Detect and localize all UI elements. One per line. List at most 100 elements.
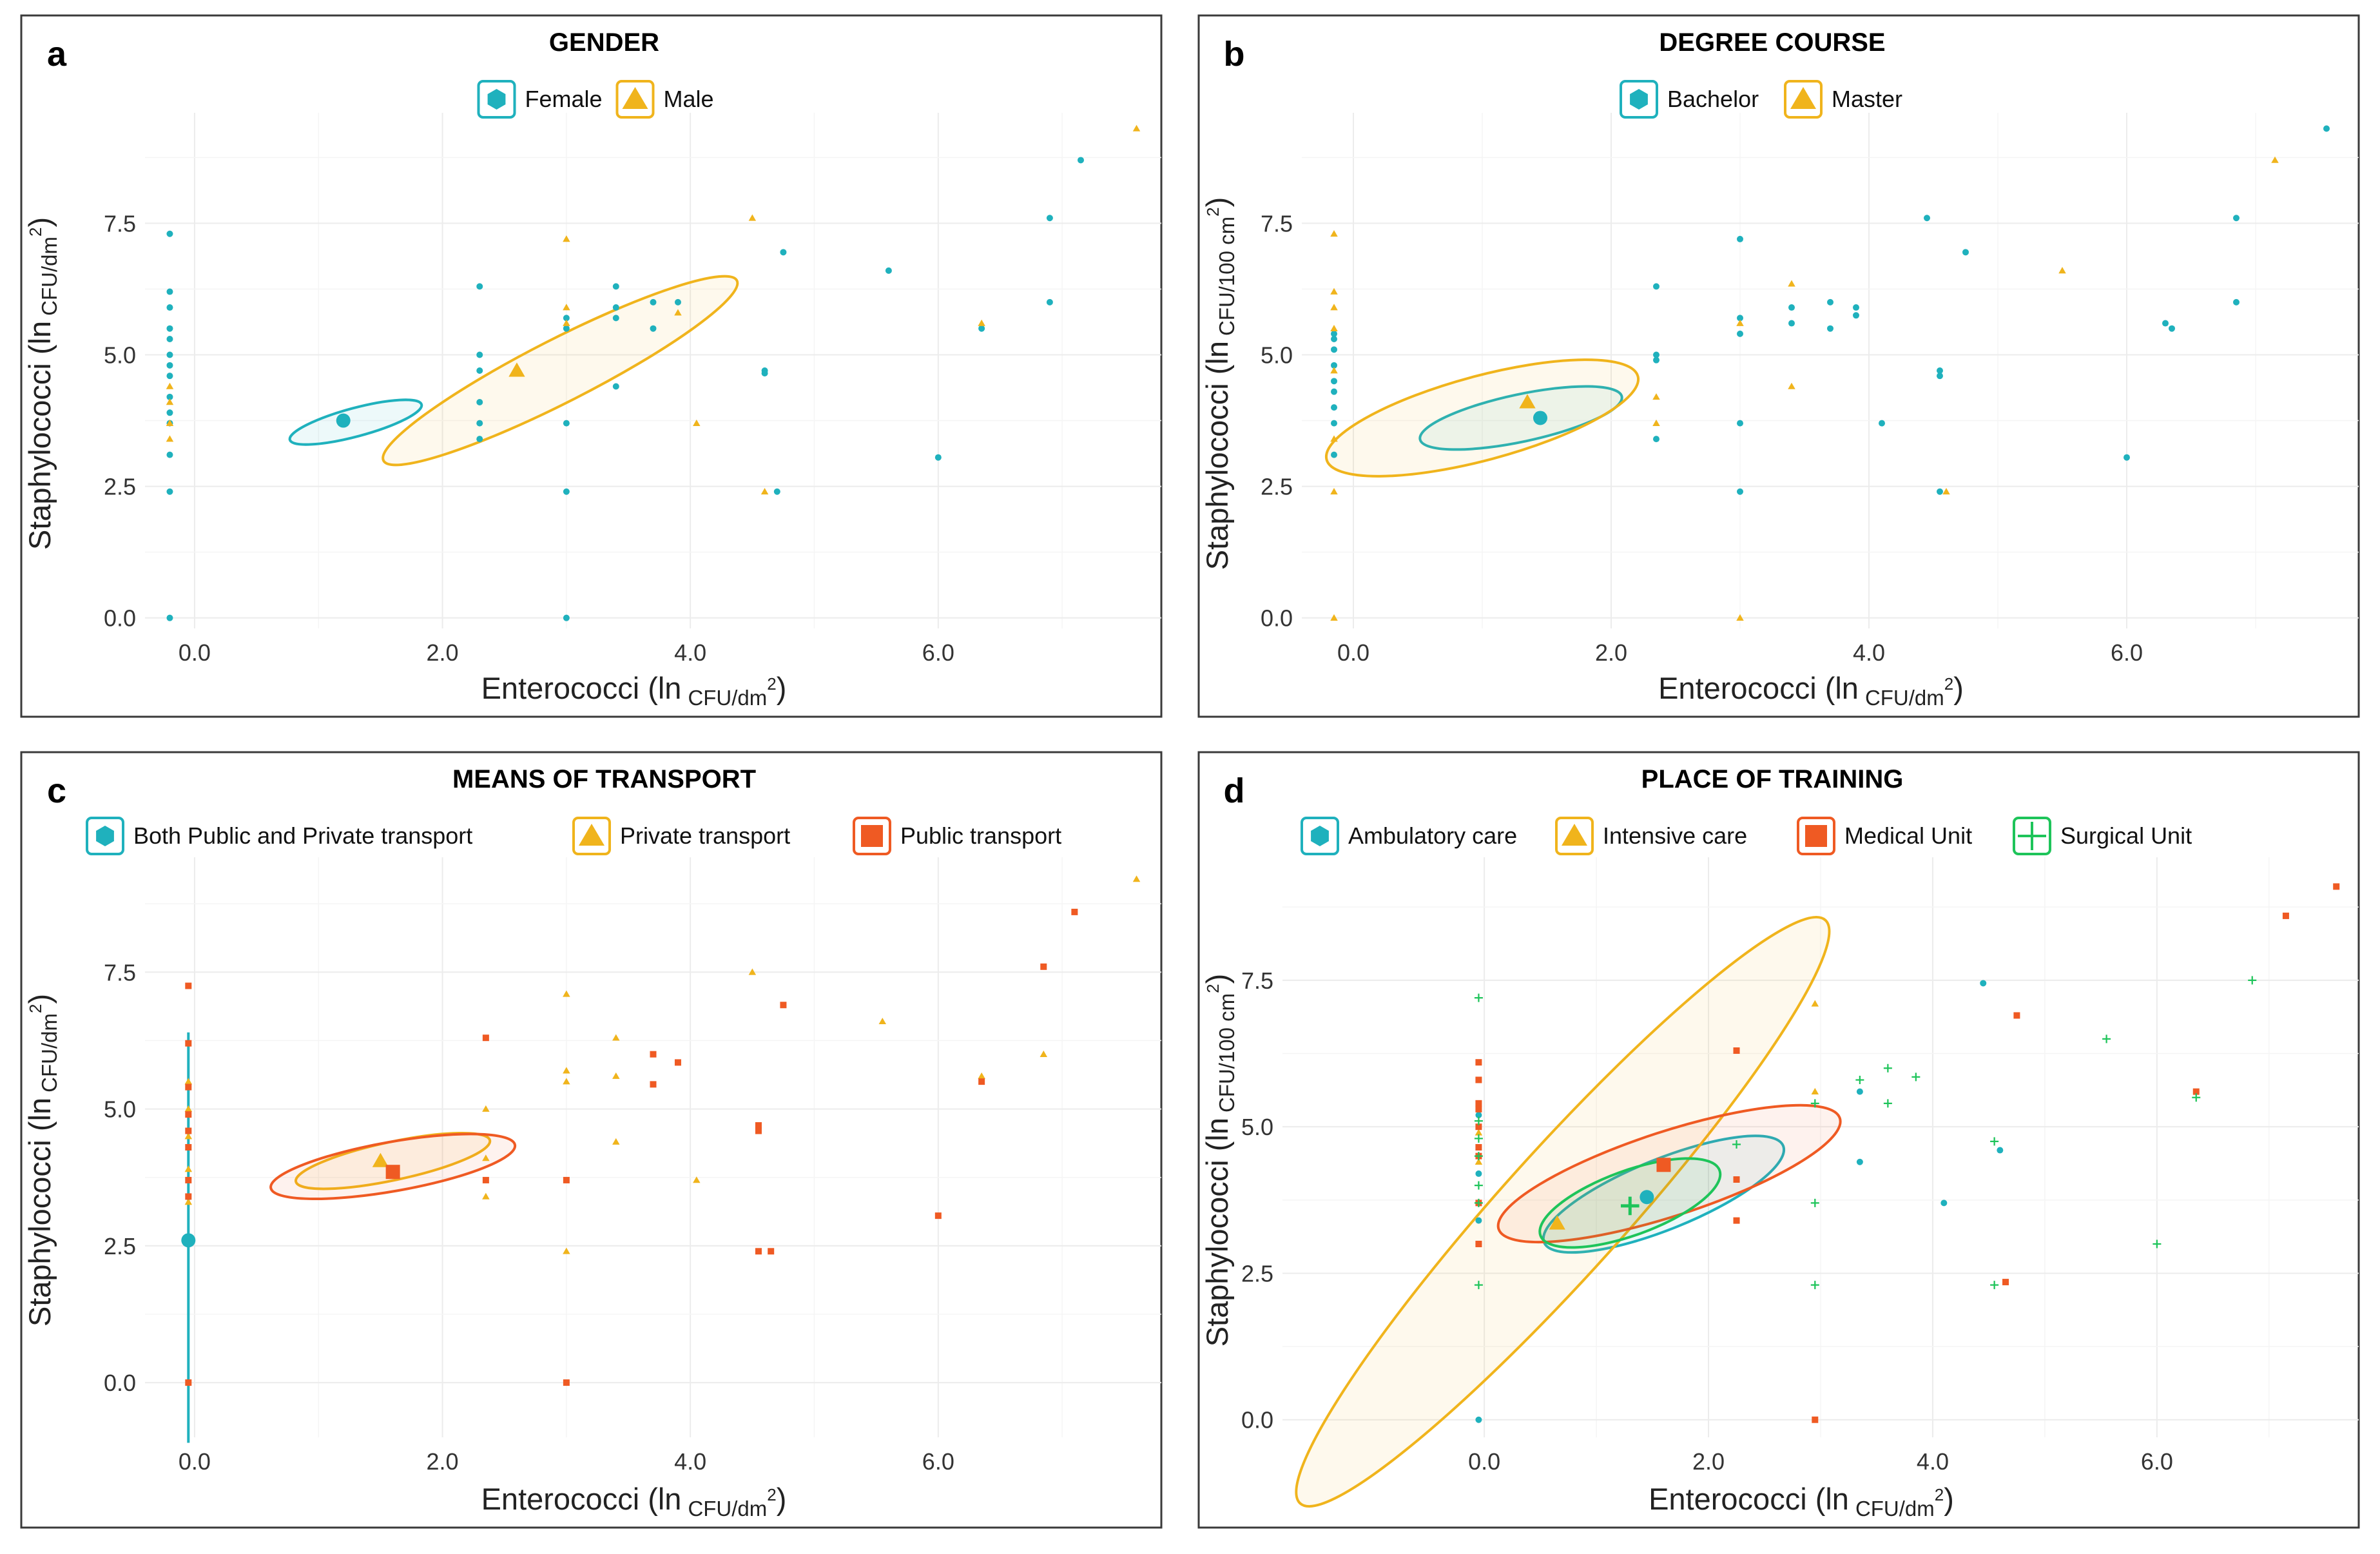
data-point <box>1331 378 1337 385</box>
legend-swatch-cross-icon <box>2013 817 2051 855</box>
x-tick-label: 6.0 <box>2111 639 2143 666</box>
panel-c: 0.0 2.0 4.0 6.0 0.0 2.5 5.0 7.5 c MEANS OF TRANSP… <box>20 751 1163 1529</box>
data-point <box>1856 1088 1863 1095</box>
data-point <box>1883 1099 1892 1108</box>
grid <box>145 113 1161 628</box>
y-tick-label: 7.5 <box>104 210 136 237</box>
data-point <box>2102 1034 2111 1044</box>
data-point <box>934 454 942 461</box>
legend-item: Private transport <box>572 817 790 855</box>
data-point <box>563 319 570 326</box>
data-point <box>1942 488 1950 495</box>
legend-label: Surgical Unit <box>2060 822 2192 849</box>
data-point <box>1853 312 1859 319</box>
data-point <box>1652 393 1660 400</box>
x-tick-label: 2.0 <box>1595 639 1627 666</box>
y-tick-label: 0.0 <box>104 605 136 632</box>
data-point <box>1855 1075 1864 1084</box>
data-point <box>1330 488 1338 495</box>
data-point <box>563 1176 570 1183</box>
legend-swatch-triangle-icon <box>1555 817 1594 855</box>
data-point <box>755 1122 762 1129</box>
data-point <box>185 1040 192 1047</box>
data-point <box>185 1083 192 1091</box>
y-tick-label: 2.5 <box>1241 1260 1273 1287</box>
data-point <box>1474 1152 1483 1161</box>
data-point <box>1040 963 1047 970</box>
data-point <box>2124 454 2130 461</box>
data-point <box>1475 1100 1482 1107</box>
data-point <box>166 409 173 416</box>
data-point <box>1474 1281 1483 1290</box>
data-point <box>1330 367 1338 374</box>
data-point <box>166 419 174 426</box>
data-point <box>563 1067 570 1074</box>
grid <box>1282 857 2359 1437</box>
legend-label: Public transport <box>900 822 1061 849</box>
legend-swatch-circle-icon <box>86 817 124 855</box>
panel-b: 0.0 2.0 4.0 6.0 0.0 2.5 5.0 7.5 b DEGREE COURSE Ba… <box>1197 14 2360 718</box>
data-point <box>1937 367 1943 374</box>
legend-item: Ambulatory care <box>1301 817 1517 855</box>
data-point <box>2233 298 2240 306</box>
data-point <box>166 351 173 358</box>
data-point <box>563 235 570 242</box>
data-point <box>1732 1140 1741 1149</box>
panel-letter: a <box>47 35 67 73</box>
legend-label: Female <box>525 86 603 112</box>
x-tick-label: 4.0 <box>674 639 706 666</box>
centroid-marker <box>1549 1215 1565 1230</box>
data-point <box>1788 320 1795 327</box>
data-point <box>1331 336 1337 343</box>
data-point <box>166 393 173 400</box>
data-point <box>1788 304 1795 311</box>
data-point <box>1475 1059 1482 1066</box>
series-points <box>185 908 1078 1386</box>
x-tick-label: 6.0 <box>922 1448 954 1475</box>
panel-letter: d <box>1224 772 1245 810</box>
ellipse-circle <box>288 398 423 446</box>
data-point <box>482 1192 490 1199</box>
data-point <box>2323 125 2330 132</box>
legend-item: Both Public and Private transport <box>86 817 472 855</box>
data-point <box>2192 1088 2200 1095</box>
data-point <box>184 1132 193 1140</box>
data-point <box>476 283 483 290</box>
data-point <box>1132 124 1141 131</box>
y-axis-label: Staphylococci (lnCFU/dm2) <box>23 994 61 1326</box>
grid <box>145 857 1161 1437</box>
data-point <box>1883 1064 1892 1073</box>
series-points <box>1330 156 2279 621</box>
x-axis-label: Enterococci (ln CFU/dm2) <box>1658 671 1964 710</box>
data-point <box>978 325 985 332</box>
data-point <box>184 1105 193 1112</box>
data-point <box>693 419 701 426</box>
data-point <box>2162 320 2169 327</box>
data-point <box>476 351 483 358</box>
legend: Both Public and Private transport Private… <box>86 817 1061 855</box>
panel-title: GENDER <box>549 28 659 57</box>
legend-item: Public transport <box>853 817 1061 855</box>
data-point <box>674 309 682 316</box>
data-point <box>185 1176 192 1183</box>
panel-frame <box>1197 14 2360 718</box>
legend-label: Private transport <box>620 822 790 849</box>
data-point <box>1811 1000 1819 1007</box>
data-point <box>1827 298 1833 306</box>
data-point <box>1827 325 1833 332</box>
legend-item: Intensive care <box>1555 817 1747 855</box>
data-point <box>1737 235 1743 242</box>
x-tick-label: 0.0 <box>1468 1448 1500 1475</box>
y-axis-label: Staphylococci (lnCFU/100 cm2) <box>1200 974 1239 1347</box>
data-point <box>1879 420 1885 427</box>
data-point <box>1475 1112 1482 1118</box>
data-point <box>1990 1281 1999 1290</box>
legend: Ambulatory care Intensive care Medical Uni… <box>1301 817 2192 855</box>
data-point <box>1331 346 1337 353</box>
data-point <box>1937 488 1943 495</box>
data-point <box>1653 436 1659 443</box>
ellipse-triangle <box>1295 916 1831 1508</box>
data-point <box>1330 614 1338 621</box>
data-point <box>1653 283 1659 290</box>
data-point <box>563 420 570 427</box>
